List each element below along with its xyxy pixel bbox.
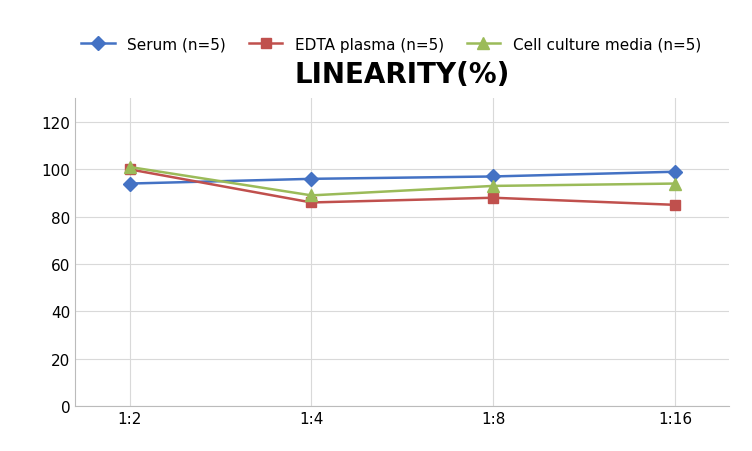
Legend: Serum (n=5), EDTA plasma (n=5), Cell culture media (n=5): Serum (n=5), EDTA plasma (n=5), Cell cul…	[75, 32, 707, 59]
Line: Cell culture media (n=5): Cell culture media (n=5)	[124, 162, 681, 202]
Cell culture media (n=5)	[307, 193, 316, 198]
EDTA plasma (n=5)	[489, 196, 498, 201]
Cell culture media (n=5)	[489, 184, 498, 189]
Line: EDTA plasma (n=5): EDTA plasma (n=5)	[125, 165, 680, 210]
Cell culture media (n=5)	[125, 165, 134, 170]
Serum (n=5)	[489, 175, 498, 180]
Title: LINEARITY(%): LINEARITY(%)	[295, 60, 510, 88]
EDTA plasma (n=5)	[125, 167, 134, 173]
EDTA plasma (n=5)	[671, 202, 680, 208]
Cell culture media (n=5)	[671, 181, 680, 187]
Serum (n=5)	[307, 177, 316, 182]
Serum (n=5)	[671, 170, 680, 175]
EDTA plasma (n=5)	[307, 200, 316, 206]
Line: Serum (n=5): Serum (n=5)	[125, 167, 680, 189]
Serum (n=5)	[125, 181, 134, 187]
